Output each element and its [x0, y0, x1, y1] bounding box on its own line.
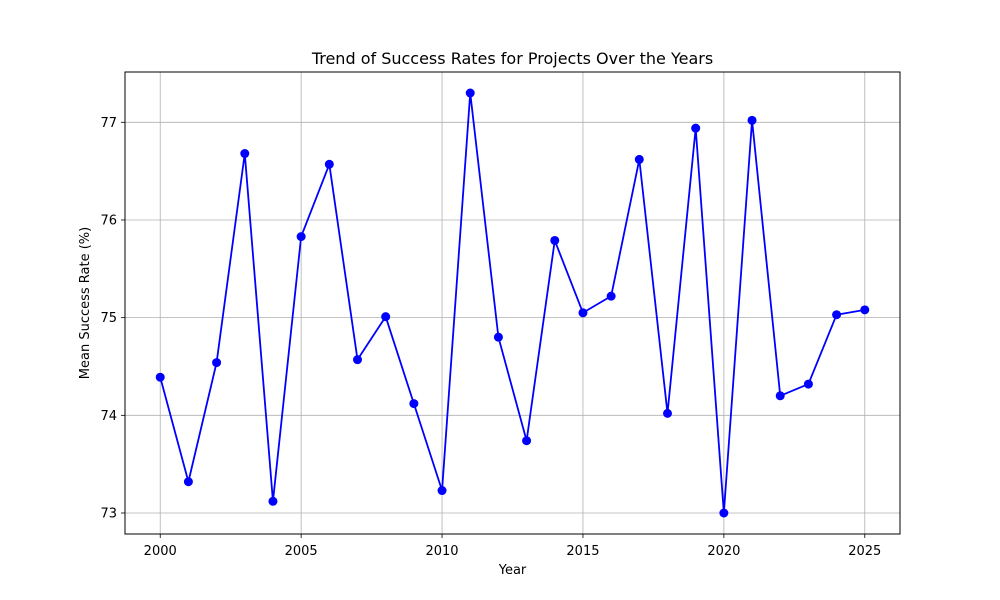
data-point	[437, 486, 447, 496]
data-point	[268, 496, 278, 506]
data-point	[860, 305, 870, 315]
data-point	[747, 115, 757, 125]
x-tick-label: 2005	[285, 544, 318, 559]
data-point	[296, 232, 306, 242]
y-tick-label: 75	[100, 311, 117, 326]
x-tick-label: 2010	[425, 544, 458, 559]
y-tick-label: 73	[100, 507, 117, 522]
grid	[125, 72, 900, 534]
data-point	[663, 408, 672, 418]
series-line	[159, 92, 865, 514]
x-tick-label: 2015	[566, 544, 599, 559]
data-point	[183, 477, 193, 487]
data-point	[240, 149, 250, 159]
chart-title: Trend of Success Rates for Projects Over…	[311, 49, 713, 68]
data-point	[353, 355, 362, 365]
data-point	[832, 310, 842, 320]
data-point	[465, 88, 475, 98]
data-point	[493, 332, 503, 342]
data-point	[324, 159, 334, 169]
y-tick-label: 76	[100, 213, 117, 228]
plot-frame	[124, 71, 901, 535]
y-tick-label: 77	[100, 116, 117, 131]
y-axis-label: Mean Success Rate (%)	[78, 227, 93, 379]
data-point	[578, 308, 588, 318]
plot-area	[125, 72, 900, 534]
data-point	[803, 379, 813, 389]
data-point	[550, 235, 560, 245]
data-point	[522, 436, 532, 446]
x-tick-label: 2020	[707, 544, 740, 559]
x-axis-label: Year	[498, 563, 527, 578]
data-point	[775, 391, 785, 401]
x-tick-label: 2000	[144, 544, 177, 559]
y-tick-label: 74	[100, 409, 117, 424]
data-point	[381, 312, 391, 322]
series-layer	[155, 88, 870, 518]
data-point	[634, 154, 644, 164]
data-point	[606, 291, 616, 301]
data-point	[691, 123, 701, 133]
data-point	[409, 399, 419, 409]
x-tick-label: 2025	[848, 544, 881, 559]
ticks: 2000 2005 2010 2015 2020 2025 73 74 75 76 77	[100, 116, 881, 559]
data-point	[212, 358, 222, 368]
data-point	[155, 372, 165, 382]
data-point	[719, 508, 729, 518]
